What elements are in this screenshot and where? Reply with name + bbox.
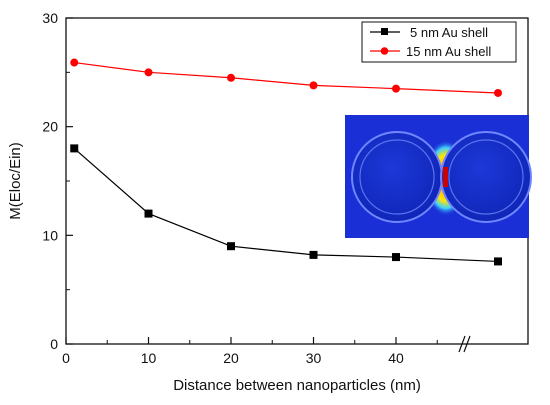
x-tick-label: 20 bbox=[223, 350, 239, 366]
legend-entry-5nm: 5 nm Au shell bbox=[370, 25, 488, 40]
legend-marker-5nm bbox=[381, 28, 388, 35]
inset-right-particle bbox=[440, 131, 532, 223]
inset-gap-core bbox=[443, 167, 448, 187]
x-tick-label: 30 bbox=[306, 350, 322, 366]
data-point bbox=[309, 250, 318, 259]
inset-field-map bbox=[345, 115, 532, 238]
plot-area: 0 10 20 30 0 10 20 30 40 bbox=[42, 10, 529, 366]
inset-left-particle bbox=[351, 131, 443, 223]
x-tick-label: 0 bbox=[62, 350, 70, 366]
data-point bbox=[227, 73, 235, 82]
legend-label-5nm: 5 nm Au shell bbox=[410, 25, 488, 40]
x-axis-title: Distance between nanoparticles (nm) bbox=[173, 377, 421, 394]
data-point bbox=[70, 144, 79, 153]
data-point bbox=[392, 84, 400, 93]
series-line-1 bbox=[74, 61, 499, 94]
x-tick-label: 10 bbox=[141, 350, 157, 366]
data-point bbox=[144, 68, 153, 77]
y-tick-label: 0 bbox=[50, 336, 58, 352]
y-tick-label: 20 bbox=[42, 119, 58, 135]
y-tick-label: 10 bbox=[42, 227, 58, 243]
series-line-0 bbox=[73, 147, 499, 263]
x-tick-label: 40 bbox=[388, 350, 404, 366]
axis-break-mark bbox=[458, 335, 471, 353]
y-tick-label: 30 bbox=[42, 10, 58, 26]
data-point bbox=[227, 242, 235, 251]
legend-marker-15nm bbox=[380, 47, 389, 55]
x-axis-ticks: 0 10 20 30 40 bbox=[62, 337, 438, 366]
data-point bbox=[144, 209, 153, 218]
legend-entry-15nm: 15 nm Au shell bbox=[370, 44, 491, 59]
data-point bbox=[392, 253, 400, 262]
data-point bbox=[70, 58, 79, 67]
data-point bbox=[494, 88, 502, 97]
legend-label-15nm: 15 nm Au shell bbox=[406, 44, 491, 59]
legend: 5 nm Au shell 15 nm Au shell bbox=[361, 21, 517, 63]
series-layer bbox=[70, 58, 502, 266]
data-point bbox=[309, 81, 318, 90]
data-point bbox=[494, 257, 502, 266]
y-axis-title: M(Eloc/Ein) bbox=[7, 142, 24, 220]
y-axis-ticks: 0 10 20 30 bbox=[42, 10, 73, 352]
